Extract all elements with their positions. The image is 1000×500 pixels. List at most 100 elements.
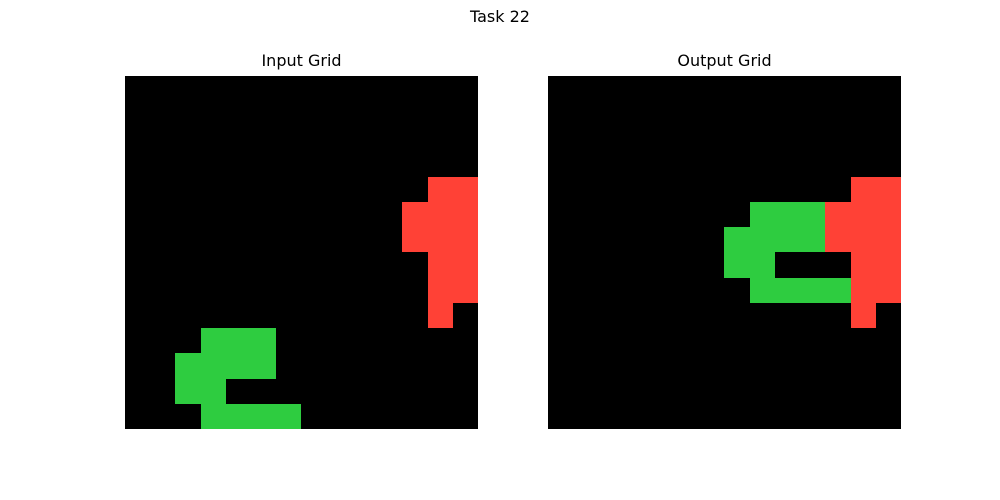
grid-cell xyxy=(402,353,428,379)
grid-cell xyxy=(276,151,302,177)
grid-cell xyxy=(251,202,277,228)
grid-cell xyxy=(225,328,252,354)
grid-cell xyxy=(427,76,453,102)
grid-cell xyxy=(800,202,826,228)
grid-cell xyxy=(150,176,176,203)
grid-cell xyxy=(598,328,624,354)
grid-cell xyxy=(623,403,649,429)
grid-cell xyxy=(125,277,151,303)
grid-cell xyxy=(724,403,750,429)
grid-cell xyxy=(875,403,901,429)
grid-cell xyxy=(623,378,649,404)
grid-cell xyxy=(150,328,176,354)
grid-cell xyxy=(674,302,700,329)
grid-cell xyxy=(749,378,775,404)
grid-cell xyxy=(825,76,851,102)
grid-cell xyxy=(326,252,352,278)
grid-cell xyxy=(326,353,352,379)
grid-cell xyxy=(175,328,201,354)
grid-cell xyxy=(850,302,876,329)
grid-cell xyxy=(200,378,226,404)
grid-cell xyxy=(150,378,176,404)
grid-cell xyxy=(674,403,700,429)
grid-cell xyxy=(699,277,725,303)
grid-cell xyxy=(351,403,378,429)
grid-cell xyxy=(225,252,252,278)
grid-cell xyxy=(548,252,574,278)
grid-cell xyxy=(427,302,453,329)
grid-cell xyxy=(200,328,226,354)
grid-cell xyxy=(452,277,478,303)
grid-cell xyxy=(377,76,403,102)
grid-cell xyxy=(850,378,876,404)
grid-cell xyxy=(774,353,801,379)
grid-cell xyxy=(225,101,252,127)
grid-cell xyxy=(452,101,478,127)
grid-cell xyxy=(150,353,176,379)
grid-cell xyxy=(648,176,675,203)
grid-cell xyxy=(377,126,403,152)
grid-cell xyxy=(276,202,302,228)
grid-cell xyxy=(699,76,725,102)
grid-cell xyxy=(402,76,428,102)
grid-cell xyxy=(225,176,252,203)
grid-cell xyxy=(749,126,775,152)
input-panel: Input Grid xyxy=(125,50,478,429)
grid-cell xyxy=(175,378,201,404)
grid-cell xyxy=(825,328,851,354)
grid-cell xyxy=(452,202,478,228)
grid-cell xyxy=(301,101,327,127)
grid-cell xyxy=(402,202,428,228)
grid-cell xyxy=(150,277,176,303)
grid-cell xyxy=(774,252,801,278)
grid-cell xyxy=(800,277,826,303)
grid-cell xyxy=(623,277,649,303)
grid-cell xyxy=(125,227,151,253)
grid-cell xyxy=(175,151,201,177)
grid-cell xyxy=(251,227,277,253)
grid-cell xyxy=(326,76,352,102)
grid-cell xyxy=(276,353,302,379)
grid-cell xyxy=(699,353,725,379)
output-grid-title: Output Grid xyxy=(677,51,772,70)
grid-cell xyxy=(301,302,327,329)
grid-cell xyxy=(548,328,574,354)
grid-cell xyxy=(573,353,599,379)
grid-cell xyxy=(825,151,851,177)
grid-cell xyxy=(452,353,478,379)
grid-cell xyxy=(200,403,226,429)
grid-cell xyxy=(674,202,700,228)
grid-cell xyxy=(150,252,176,278)
grid-cell xyxy=(301,353,327,379)
grid-cell xyxy=(326,151,352,177)
grid-cell xyxy=(573,101,599,127)
grid-cell xyxy=(200,176,226,203)
grid-cell xyxy=(351,277,378,303)
grid-cell xyxy=(125,252,151,278)
grid-cell xyxy=(648,378,675,404)
grid-cell xyxy=(402,126,428,152)
grid-cell xyxy=(377,353,403,379)
grid-cell xyxy=(573,378,599,404)
grid-cell xyxy=(724,353,750,379)
grid-cell xyxy=(175,252,201,278)
grid-cell xyxy=(427,227,453,253)
grid-cell xyxy=(276,277,302,303)
grid-cell xyxy=(125,378,151,404)
grid-cell xyxy=(452,252,478,278)
grid-cell xyxy=(674,277,700,303)
grid-cell xyxy=(548,101,574,127)
grid-cell xyxy=(648,328,675,354)
grid-cell xyxy=(377,176,403,203)
grid-cell xyxy=(175,277,201,303)
grid-cell xyxy=(175,202,201,228)
grid-cell xyxy=(326,302,352,329)
grid-cell xyxy=(301,378,327,404)
grid-cell xyxy=(674,328,700,354)
grid-cell xyxy=(875,176,901,203)
grid-cell xyxy=(699,302,725,329)
grid-cell xyxy=(598,176,624,203)
grid-cell xyxy=(648,353,675,379)
grid-cell xyxy=(150,126,176,152)
grid-cell xyxy=(351,252,378,278)
